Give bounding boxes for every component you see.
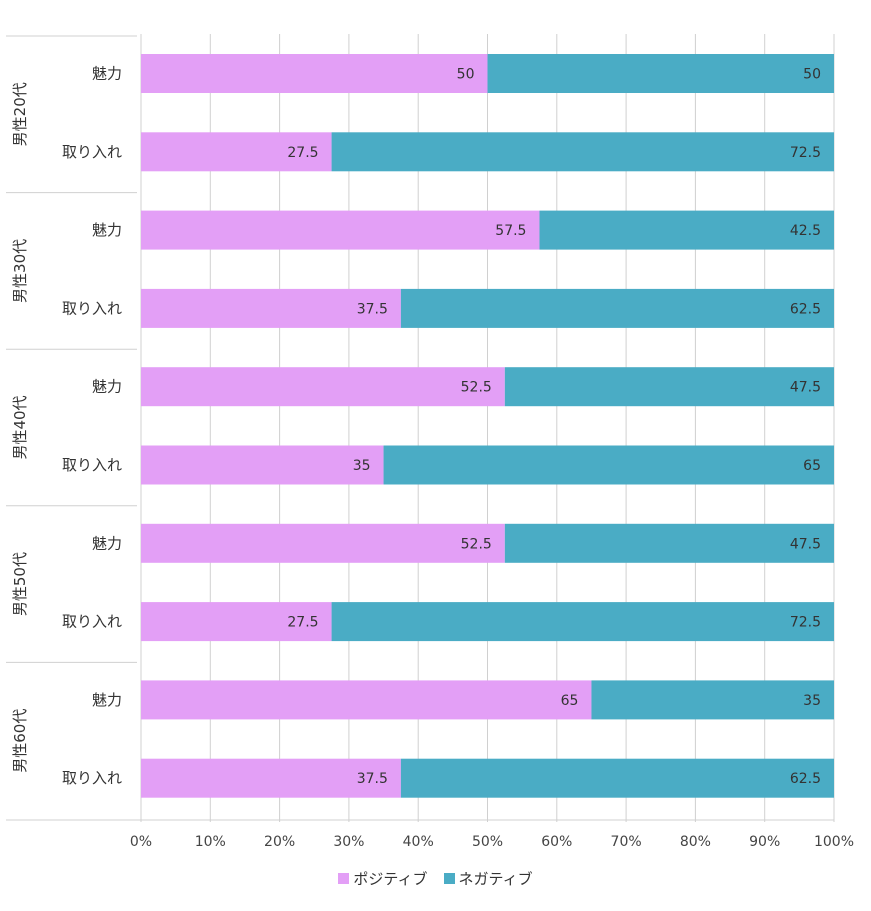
x-tick-label: 70% [611,834,642,850]
data-label-positive: 50 [457,67,475,83]
legend-item-negative: ネガティブ [443,868,533,889]
group-label: 男性30代 [11,239,29,303]
row-label: 魅力 [92,221,122,239]
data-label-positive: 37.5 [357,301,388,317]
legend-swatch-negative [443,873,455,884]
group-label: 男性40代 [11,395,29,459]
data-label-positive: 35 [353,458,371,474]
legend-label-negative: ネガティブ [458,870,533,888]
data-label-negative: 72.5 [790,145,821,161]
bar-positive [141,54,488,93]
data-label-positive: 52.5 [461,380,492,396]
row-label: 取り入れ [62,143,122,161]
group-label: 男性50代 [11,552,29,616]
x-tick-label: 80% [680,834,711,850]
data-label-negative: 47.5 [790,380,821,396]
x-tick-label: 30% [333,834,364,850]
data-label-positive: 52.5 [461,536,492,552]
legend-item-positive: ポジティブ [338,868,428,889]
x-tick-label: 100% [814,834,854,850]
bar-positive [141,132,332,172]
data-label-negative: 65 [803,458,821,474]
bar-positive [141,680,592,720]
bar-negative [504,523,834,563]
row-label: 取り入れ [62,769,122,787]
row-label: 取り入れ [62,456,122,474]
data-label-positive: 27.5 [287,615,318,631]
data-label-positive: 27.5 [287,145,318,161]
bar-positive [141,288,401,328]
data-label-negative: 42.5 [790,223,821,239]
bar-negative [331,132,834,172]
group-label: 男性60代 [11,709,29,773]
bar-negative [331,602,834,642]
row-label: 魅力 [92,378,122,396]
x-tick-label: 60% [541,834,572,850]
bar-negative [487,54,834,93]
bar-negative [400,758,834,798]
legend-label-positive: ポジティブ [353,870,428,888]
row-label: 取り入れ [62,613,122,631]
data-label-negative: 62.5 [790,301,821,317]
x-tick-label: 0% [130,834,152,850]
bar-positive [141,210,540,250]
legend: ポジティブ ネガティブ [0,868,871,889]
legend-swatch-positive [338,873,350,884]
bar-positive [141,523,505,563]
data-label-positive: 65 [561,693,579,709]
data-label-negative: 35 [803,693,821,709]
bar-positive [141,602,332,642]
data-label-negative: 47.5 [790,536,821,552]
row-label: 取り入れ [62,299,122,317]
x-tick-label: 10% [195,834,226,850]
bar-positive [141,445,384,485]
bar-negative [400,288,834,328]
bar-positive [141,367,505,407]
bar-positive [141,758,401,798]
data-label-positive: 57.5 [495,223,526,239]
bar-negative [539,210,834,250]
data-label-negative: 72.5 [790,615,821,631]
chart-plot: 0% 10% 20% 30% 40% 50% 60% 70% 80% 90% 100% 50 50 魅力 2… [6,34,854,850]
x-tick-label: 40% [403,834,434,850]
group-label: 男性20代 [11,82,29,146]
data-label-negative: 50 [803,67,821,83]
data-label-negative: 62.5 [790,771,821,787]
row-label: 魅力 [92,65,122,83]
row-label: 魅力 [92,691,122,709]
bar-negative [383,445,834,485]
bar-negative [504,367,834,407]
row-label: 魅力 [92,534,122,552]
x-tick-label: 90% [749,834,780,850]
x-tick-label: 50% [472,834,503,850]
data-label-positive: 37.5 [357,771,388,787]
x-tick-label: 20% [264,834,295,850]
bar-negative [591,680,834,720]
